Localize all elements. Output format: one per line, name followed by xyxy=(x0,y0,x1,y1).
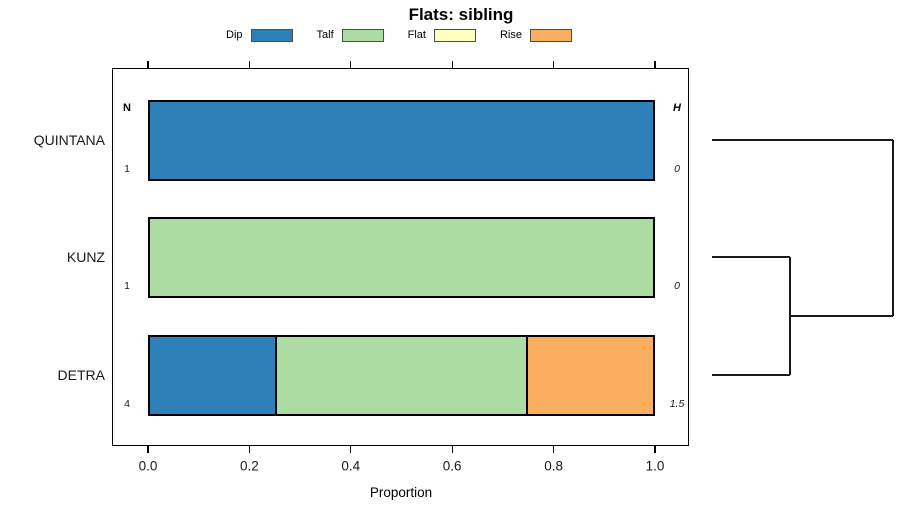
legend-item-label: Flat xyxy=(407,29,426,41)
legend-item: Rise xyxy=(499,28,572,42)
x-axis-tick-bottom xyxy=(248,446,251,453)
bar-segment-dip xyxy=(150,336,275,414)
bar-segment-dip xyxy=(150,101,653,179)
x-axis-tick-label: 0.2 xyxy=(240,458,259,474)
x-axis-tick-bottom xyxy=(451,446,453,453)
x-axis-tick-label: 1.0 xyxy=(645,458,665,474)
bar-segment-talf xyxy=(274,336,527,414)
legend-swatch-talf xyxy=(341,28,384,42)
x-axis-title: Proportion xyxy=(369,485,433,500)
row-label-detra: DETRA xyxy=(57,367,105,383)
x-axis-tick-label: 0.8 xyxy=(544,458,563,474)
x-axis-tick-top xyxy=(248,61,251,68)
bar-detra xyxy=(148,334,655,416)
x-axis-tick-top xyxy=(451,61,453,68)
h-value: 0 xyxy=(674,162,680,175)
row-label-kunz: KUNZ xyxy=(66,249,105,265)
h-column-header: H xyxy=(673,102,681,114)
h-value: 1.5 xyxy=(669,397,685,410)
dendrogram-branch-horizontal xyxy=(712,139,893,141)
dendrogram-branch-horizontal xyxy=(712,374,790,376)
legend-swatch-rise xyxy=(530,28,572,42)
x-axis-tick-label: 0.6 xyxy=(442,458,462,474)
dendrogram-branch-vertical xyxy=(892,140,894,316)
legend-item-label: Rise xyxy=(499,29,522,41)
bar-segment-rise xyxy=(526,336,653,414)
dendrogram-branch-horizontal xyxy=(712,256,790,258)
legend-swatch-dip xyxy=(250,28,293,42)
bar-quintana xyxy=(148,99,655,181)
x-axis-tick-label: 0.4 xyxy=(341,458,361,474)
legend-item-label: Talf xyxy=(316,29,334,41)
chart-title: Flats: sibling xyxy=(408,5,514,24)
bar-kunz xyxy=(148,216,655,298)
x-axis-tick-top xyxy=(350,61,352,68)
x-axis-tick-bottom xyxy=(654,446,656,453)
x-axis-tick-label: 0.0 xyxy=(138,458,158,474)
n-column-header: N xyxy=(123,102,131,114)
dendrogram-branch-vertical xyxy=(789,257,791,375)
x-axis-tick-bottom xyxy=(147,446,149,453)
legend-item: Dip xyxy=(226,28,293,42)
x-axis-tick-bottom xyxy=(552,446,555,453)
bar-segment-talf xyxy=(150,218,653,296)
n-value: 4 xyxy=(124,397,130,410)
x-axis-tick-bottom xyxy=(350,446,352,453)
legend-item: Talf xyxy=(316,28,384,42)
plot-area xyxy=(112,68,689,446)
legend: Dip Talf Flat Rise xyxy=(226,26,572,44)
h-value: 0 xyxy=(674,279,680,292)
x-axis-tick-top xyxy=(552,61,555,68)
n-value: 1 xyxy=(124,162,130,175)
dendrogram-branch-horizontal xyxy=(790,315,893,317)
n-value: 1 xyxy=(124,279,130,292)
legend-swatch-flat xyxy=(433,28,476,42)
legend-item-label: Dip xyxy=(226,29,243,41)
x-axis-tick-top xyxy=(147,61,149,68)
row-label-quintana: QUINTANA xyxy=(33,132,105,148)
x-axis-tick-top xyxy=(654,61,656,68)
legend-item: Flat xyxy=(407,28,476,42)
